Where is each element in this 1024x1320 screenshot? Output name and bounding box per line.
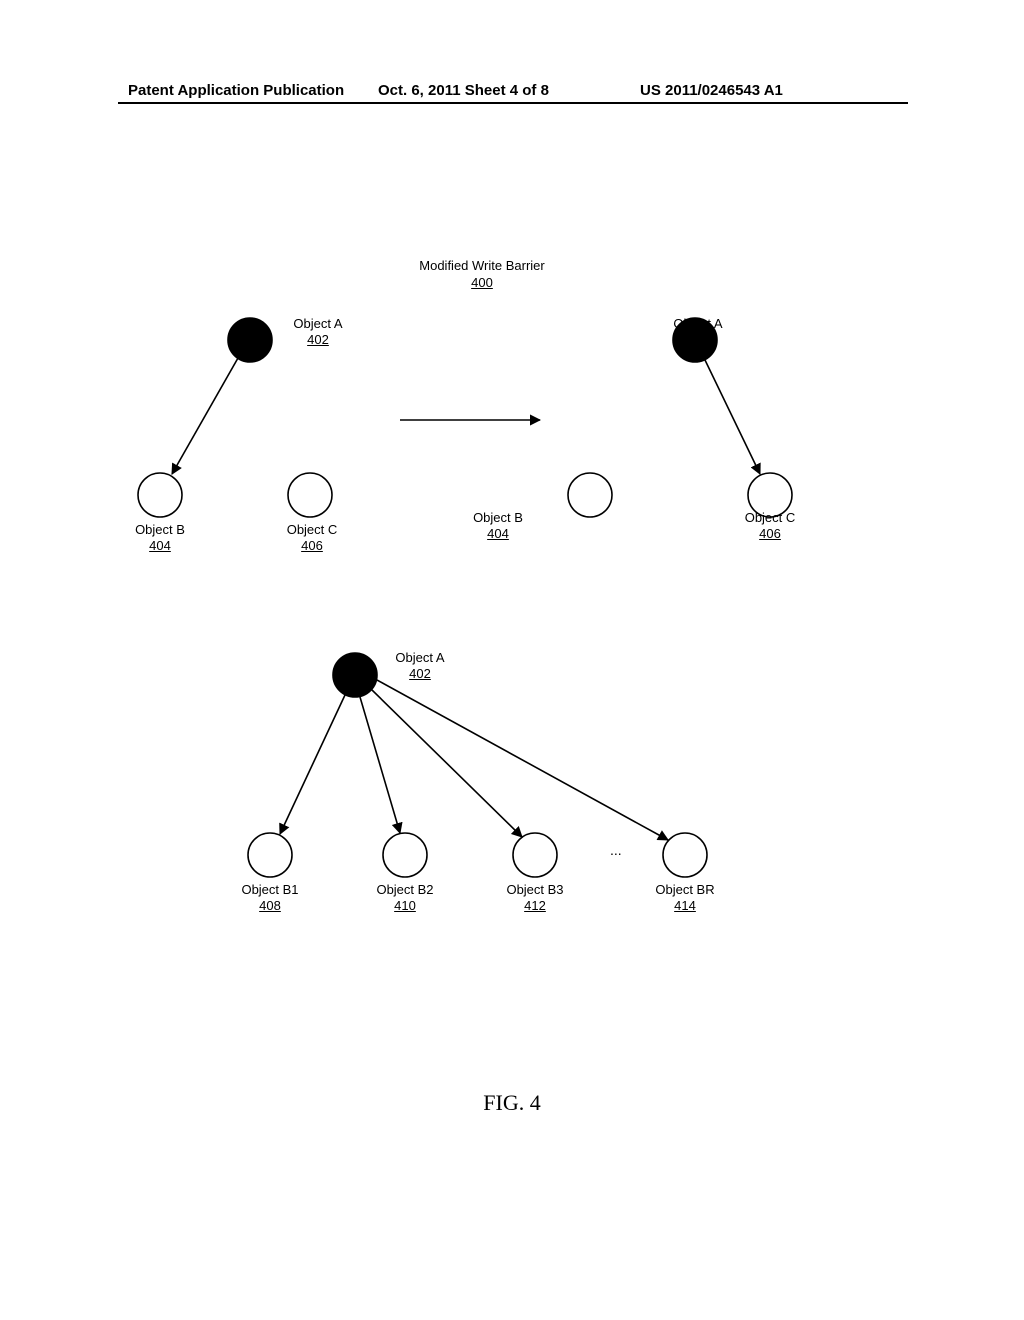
label-text: Object BR — [645, 882, 725, 898]
node-object-a-left — [228, 318, 272, 362]
diagram-title-text: Modified Write Barrier — [402, 258, 562, 275]
node-object-a-bottom — [333, 653, 377, 697]
label-ref: 402 — [380, 666, 460, 682]
label-ref: 404 — [458, 526, 538, 542]
header-left-text: Patent Application Publication — [128, 82, 344, 99]
label-ref: 410 — [365, 898, 445, 914]
label-ref: 406 — [730, 526, 810, 542]
label-object-a-bottom: Object A 402 — [380, 650, 460, 683]
lower-diagram-svg: ... — [200, 640, 820, 910]
label-text: Object B — [458, 510, 538, 526]
label-ref: 408 — [230, 898, 310, 914]
label-text: Object B3 — [495, 882, 575, 898]
label-object-br: Object BR 414 — [645, 882, 725, 915]
label-ref: 402 — [278, 332, 358, 348]
label-object-c-left: Object C 406 — [272, 522, 352, 555]
label-ref: 414 — [645, 898, 725, 914]
label-text: Object B2 — [365, 882, 445, 898]
label-ref: 406 — [272, 538, 352, 554]
edge-a-b2 — [360, 697, 400, 833]
node-object-b1 — [248, 833, 292, 877]
diagram-title-ref: 400 — [402, 275, 562, 292]
node-object-b-left — [138, 473, 182, 517]
edge-a-b-left — [172, 358, 238, 474]
header-mid-text: Oct. 6, 2011 Sheet 4 of 8 — [378, 82, 549, 99]
edge-a-c-right — [705, 360, 760, 474]
label-object-a-right: Object A 402 — [658, 316, 738, 349]
figure-caption: FIG. 4 — [0, 1090, 1024, 1116]
label-object-b2: Object B2 410 — [365, 882, 445, 915]
header-rule — [118, 102, 908, 104]
label-text: Object A — [278, 316, 358, 332]
header-right-text: US 2011/0246543 A1 — [640, 82, 783, 99]
label-object-c-right: Object C 406 — [730, 510, 810, 543]
label-ref: 412 — [495, 898, 575, 914]
node-object-b3 — [513, 833, 557, 877]
node-object-b-right — [568, 473, 612, 517]
label-text: Object B — [120, 522, 200, 538]
label-text: Object A — [658, 316, 738, 332]
label-object-b1: Object B1 408 — [230, 882, 310, 915]
label-text: Object C — [730, 510, 810, 526]
label-object-b-left: Object B 404 — [120, 522, 200, 555]
edge-a-b1 — [280, 695, 345, 834]
label-text: Object A — [380, 650, 460, 666]
label-ref: 404 — [120, 538, 200, 554]
edge-a-br — [377, 680, 668, 840]
label-object-b3: Object B3 412 — [495, 882, 575, 915]
label-text: Object C — [272, 522, 352, 538]
ellipsis-text: ... — [610, 842, 622, 858]
node-object-br — [663, 833, 707, 877]
node-object-b2 — [383, 833, 427, 877]
label-object-a-left: Object A 402 — [278, 316, 358, 349]
label-ref: 402 — [658, 332, 738, 348]
node-object-c-left — [288, 473, 332, 517]
label-object-b-right: Object B 404 — [458, 510, 538, 543]
label-text: Object B1 — [230, 882, 310, 898]
diagram-title: Modified Write Barrier 400 — [402, 258, 562, 292]
